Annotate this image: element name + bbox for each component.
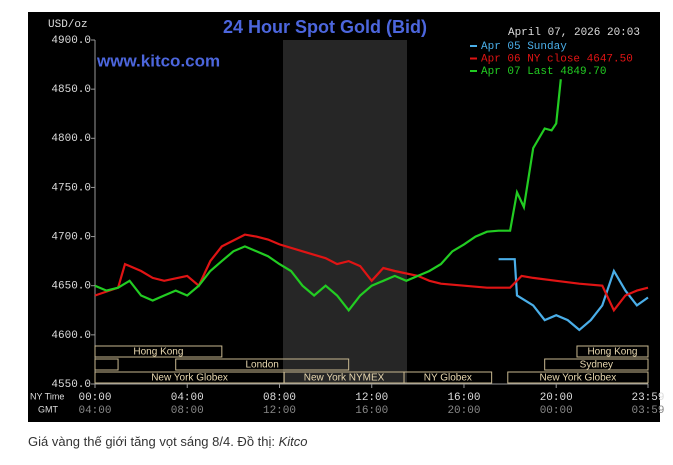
session-box xyxy=(544,358,649,371)
session-shade xyxy=(283,40,407,384)
session-label: New York Globex xyxy=(540,373,617,384)
gmt-tick-label: 20:00 xyxy=(447,405,480,417)
x-tick-label: 20:00 xyxy=(540,392,573,404)
legend-label: Apr 06 NY close 4647.50 xyxy=(481,53,633,65)
session-label: New York NYMEX xyxy=(304,373,385,384)
series-line xyxy=(94,79,562,313)
session-label: Hong Kong xyxy=(587,347,637,358)
session-box xyxy=(507,371,649,384)
session-box xyxy=(94,358,119,371)
session-box xyxy=(576,345,649,358)
x-tick-label: 08:00 xyxy=(263,392,296,404)
gmt-tick-label: 00:00 xyxy=(540,405,573,417)
y-unit: USD/oz xyxy=(48,19,88,31)
session-label: NY Globex xyxy=(424,373,472,384)
legend-label: Apr 05 Sunday xyxy=(481,41,567,53)
x-tick-label: 12:00 xyxy=(355,392,388,404)
x-tick-label: 23:59 xyxy=(631,392,664,404)
session-box xyxy=(94,345,223,358)
gmt-tick-label: 03:59 xyxy=(631,405,664,417)
date-label: April 07, 2026 20:03 xyxy=(508,27,640,39)
y-tick-label: 4850.0 xyxy=(51,84,91,96)
caption-text: Giá vàng thế giới tăng vọt sáng 8/4. Đồ … xyxy=(28,434,279,449)
series-line xyxy=(498,258,649,332)
x-row-label: GMT xyxy=(38,404,58,414)
session-box xyxy=(403,371,493,384)
session-label: Hong Kong xyxy=(133,347,183,358)
caption-source: Kitco xyxy=(278,434,308,449)
chart: 24 Hour Spot Gold (Bid) www.kitco.com US… xyxy=(28,12,665,422)
y-tick-label: 4900.0 xyxy=(51,35,91,47)
gmt-tick-label: 04:00 xyxy=(78,405,111,417)
y-tick-label: 4750.0 xyxy=(51,182,91,194)
gmt-tick-label: 12:00 xyxy=(263,405,296,417)
y-tick-label: 4700.0 xyxy=(51,231,91,243)
y-tick-label: 4800.0 xyxy=(51,133,91,145)
legend-label: Apr 07 Last 4849.70 xyxy=(481,66,606,78)
x-tick-label: 00:00 xyxy=(78,392,111,404)
gmt-tick-label: 08:00 xyxy=(171,405,204,417)
gmt-tick-label: 16:00 xyxy=(355,405,388,417)
x-tick-label: 04:00 xyxy=(171,392,204,404)
chart-title: 24 Hour Spot Gold (Bid) xyxy=(223,17,427,37)
series-line xyxy=(94,233,649,313)
x-tick-label: 16:00 xyxy=(447,392,480,404)
session-label: London xyxy=(246,360,279,371)
y-tick-label: 4650.0 xyxy=(51,281,91,293)
session-label: New York Globex xyxy=(151,373,228,384)
session-label: Sydney xyxy=(580,360,613,371)
session-box xyxy=(175,358,350,371)
y-tick-label: 4550.0 xyxy=(51,379,91,391)
site-label: www.kitco.com xyxy=(96,51,220,70)
y-tick-label: 4600.0 xyxy=(51,330,91,342)
x-row-label: NY Time xyxy=(30,391,64,401)
caption: Giá vàng thế giới tăng vọt sáng 8/4. Đồ … xyxy=(28,434,308,449)
